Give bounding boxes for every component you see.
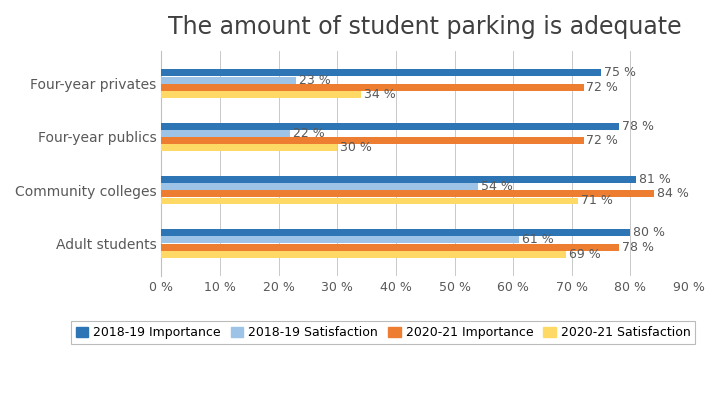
Bar <box>161 183 478 190</box>
Bar <box>161 244 618 251</box>
Bar <box>161 77 297 83</box>
Title: The amount of student parking is adequate: The amount of student parking is adequat… <box>168 15 682 39</box>
Bar <box>161 70 601 76</box>
Bar <box>161 198 577 204</box>
Bar <box>161 130 290 137</box>
Text: 80 %: 80 % <box>634 226 665 239</box>
Text: 34 %: 34 % <box>364 88 395 101</box>
Text: 22 %: 22 % <box>293 127 325 140</box>
Text: 54 %: 54 % <box>481 180 513 193</box>
Text: 23 %: 23 % <box>300 73 331 87</box>
Text: 78 %: 78 % <box>621 120 654 133</box>
Text: 81 %: 81 % <box>639 173 671 186</box>
Bar <box>161 84 583 91</box>
Text: 72 %: 72 % <box>587 81 618 94</box>
Bar <box>161 251 566 258</box>
Legend: 2018-19 Importance, 2018-19 Satisfaction, 2020-21 Importance, 2020-21 Satisfacti: 2018-19 Importance, 2018-19 Satisfaction… <box>71 321 696 344</box>
Bar <box>161 137 583 144</box>
Text: 30 %: 30 % <box>341 141 372 154</box>
Text: 71 %: 71 % <box>580 194 613 208</box>
Bar <box>161 236 519 243</box>
Text: 61 %: 61 % <box>522 234 554 246</box>
Text: 69 %: 69 % <box>569 248 600 261</box>
Text: 78 %: 78 % <box>621 241 654 254</box>
Text: 84 %: 84 % <box>657 187 689 200</box>
Bar <box>161 229 631 236</box>
Bar <box>161 144 338 151</box>
Text: 72 %: 72 % <box>587 134 618 147</box>
Bar <box>161 91 361 98</box>
Bar <box>161 190 654 197</box>
Bar <box>161 176 636 183</box>
Bar <box>161 123 618 130</box>
Text: 75 %: 75 % <box>604 66 636 79</box>
